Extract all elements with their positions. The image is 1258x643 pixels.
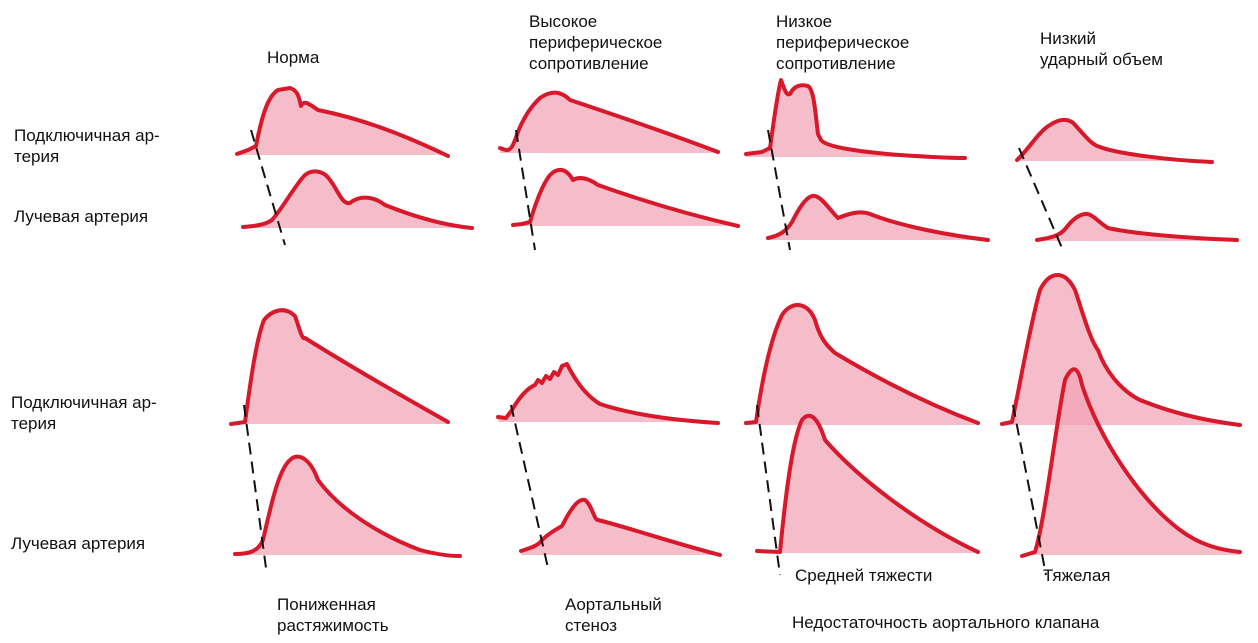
label-severe: Тяжелая <box>1043 566 1111 585</box>
wave-low-stroke-volume-radial <box>1035 211 1239 242</box>
wave-moderate-radial-fill <box>757 415 978 553</box>
row-label-bottom-radial: Лучевая артерия <box>11 534 146 553</box>
wave-severe-subclavian-fill <box>1002 275 1240 425</box>
wave-severe-radial-fill <box>1022 369 1240 556</box>
wave-low-stroke-volume-subclavian-fill <box>1017 119 1212 162</box>
label-aortic-stenosis: Аортальный стеноз <box>565 595 662 635</box>
timing-marker-severe <box>1012 404 1047 576</box>
wave-high-resistance-subclavian-fill <box>500 92 718 153</box>
wave-low-resistance-subclavian <box>744 78 967 160</box>
wave-severe-radial <box>1020 367 1242 558</box>
wave-low-resistance-subclavian-fill <box>746 80 965 158</box>
timing-marker-low-resistance <box>767 129 791 251</box>
wave-moderate-radial <box>755 413 980 554</box>
wave-moderate-subclavian-fill <box>746 304 978 425</box>
timing-marker-low-stroke-volume <box>1018 147 1063 249</box>
column-title-low-resistance: Низкое периферическое сопротивление <box>776 12 910 73</box>
wave-high-resistance-subclavian <box>498 90 720 154</box>
timing-marker-normal <box>250 129 286 246</box>
wave-reduced-compliance-subclavian-fill <box>231 310 448 424</box>
label-reduced-compliance: Пониженная растяжимость <box>277 595 389 635</box>
label-moderate: Средней тяжести <box>795 566 933 585</box>
wave-reduced-compliance-subclavian <box>229 308 450 426</box>
wave-high-resistance-radial <box>511 167 740 228</box>
row-label-top-radial: Лучевая артерия <box>14 207 149 226</box>
column-title-normal: Норма <box>267 48 320 67</box>
wave-severe-subclavian <box>1000 273 1242 427</box>
timing-marker-reduced-compliance <box>243 404 267 569</box>
row-label-top-subclavian: Подключичная ар- терия <box>14 126 160 166</box>
row-label-bottom-subclavian: Подключичная ар- терия <box>11 393 157 433</box>
wave-aortic-stenosis-subclavian-fill <box>498 364 718 423</box>
wave-normal-subclavian-fill <box>237 88 448 156</box>
wave-aortic-stenosis-subclavian <box>496 362 720 425</box>
wave-normal-radial <box>241 169 474 230</box>
wave-moderate-subclavian <box>744 303 980 425</box>
wave-low-resistance-radial <box>766 193 990 242</box>
wave-low-stroke-volume-radial-fill <box>1037 213 1237 241</box>
column-title-high-resistance: Высокое периферическое сопротивление <box>529 12 663 73</box>
timing-marker-aortic-stenosis <box>510 404 549 569</box>
column-title-low-stroke-volume: Низкий ударный объем <box>1040 29 1163 69</box>
label-aortic-insufficiency: Недостаточность аортального клапана <box>792 613 1100 632</box>
wave-reduced-compliance-radial-fill <box>235 456 460 556</box>
wave-normal-subclavian <box>235 86 450 158</box>
timing-marker-high-resistance <box>515 129 536 251</box>
timing-marker-moderate <box>756 404 781 576</box>
wave-low-stroke-volume-subclavian <box>1015 117 1214 164</box>
